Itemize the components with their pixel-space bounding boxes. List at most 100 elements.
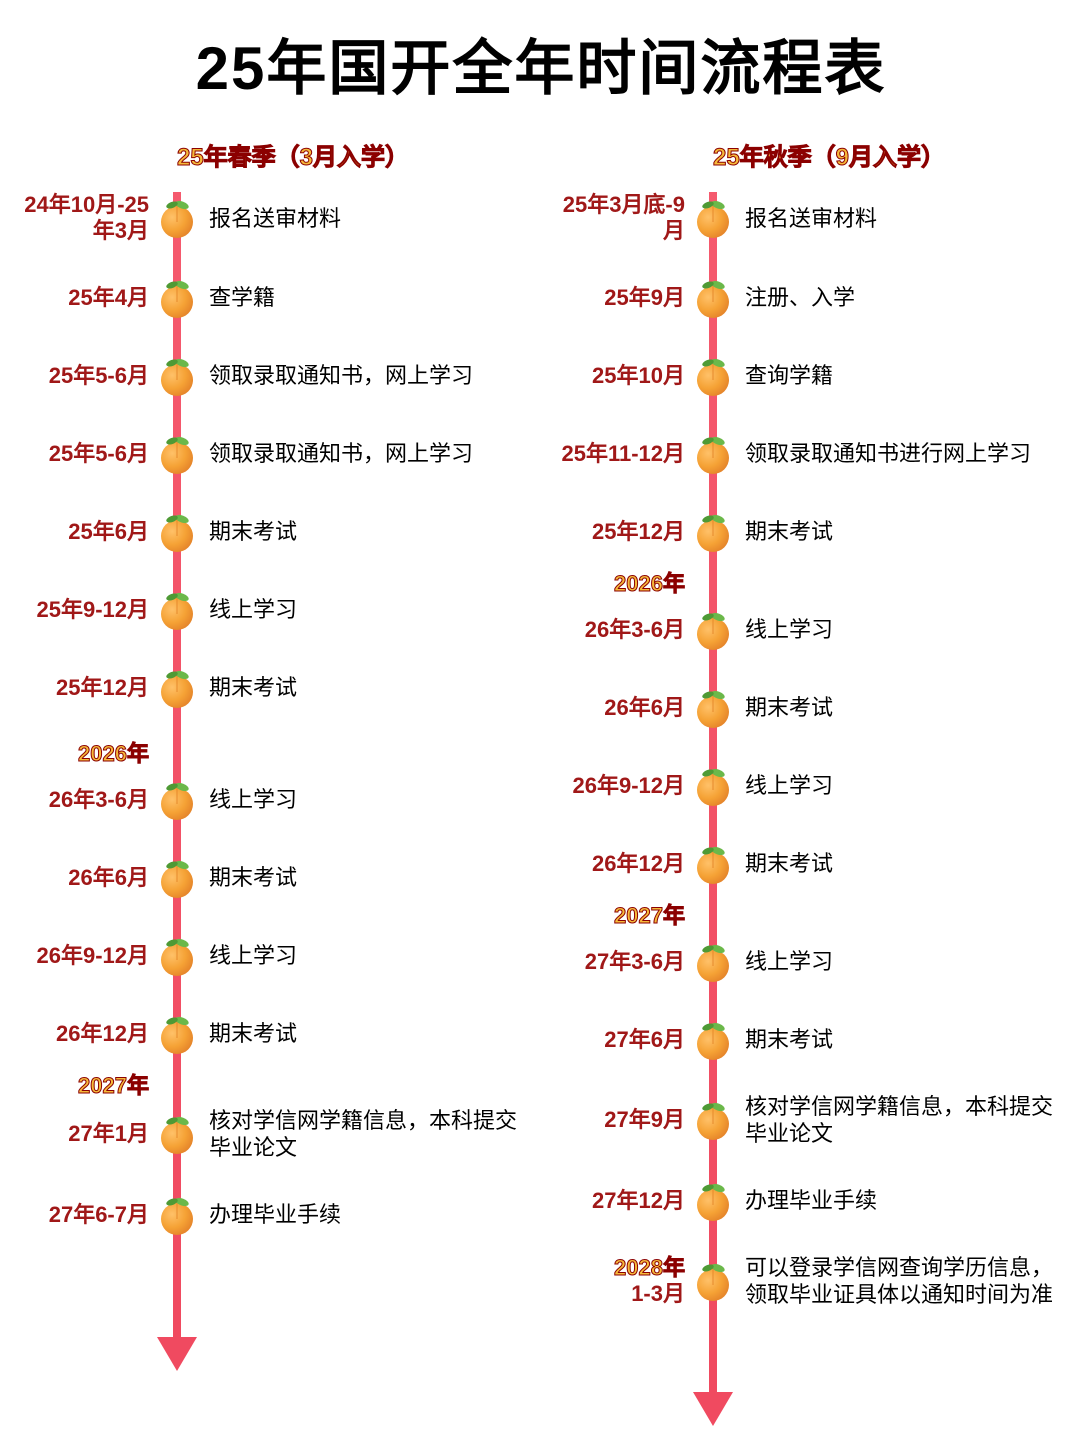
peach-icon: [691, 276, 735, 320]
peach-marker: [155, 856, 199, 900]
peach-icon: [691, 608, 735, 652]
peach-marker: [691, 196, 735, 240]
item-desc: 领取录取通知书进行网上学习: [735, 440, 1067, 468]
peach-icon: [155, 510, 199, 554]
year-divider: 2026年: [551, 565, 1067, 599]
item-desc: 线上学习: [735, 616, 1067, 644]
item-desc: 查询学籍: [735, 362, 1067, 390]
item-desc: 期末考试: [199, 518, 531, 546]
timeline-item: 25年9月 注册、入学: [551, 273, 1067, 323]
timeline-item: 25年5-6月 领取录取通知书，网上学习: [15, 351, 531, 401]
year-label: 2027年: [551, 898, 691, 930]
item-date: 25年5-6月: [15, 363, 155, 389]
timeline-item: 26年6月 期末考试: [551, 683, 1067, 733]
peach-icon: [155, 666, 199, 710]
left-subtitle: 25年春季（3月入学）: [55, 137, 531, 172]
item-desc: 领取录取通知书，网上学习: [199, 362, 531, 390]
year-label: 2026年: [15, 736, 155, 768]
peach-marker: [691, 1018, 735, 1062]
peach-marker: [155, 666, 199, 710]
peach-marker: [691, 510, 735, 554]
peach-icon: [691, 686, 735, 730]
peach-icon: [691, 940, 735, 984]
item-desc: 期末考试: [199, 1020, 531, 1048]
item-desc: 线上学习: [199, 942, 531, 970]
page-title: 25年国开全年时间流程表: [15, 20, 1067, 107]
peach-icon: [691, 1098, 735, 1142]
peach-marker: [691, 764, 735, 808]
item-desc: 线上学习: [199, 596, 531, 624]
peach-icon: [691, 510, 735, 554]
timeline-item: 27年1月 核对学信网学籍信息，本科提交毕业论文: [15, 1107, 531, 1162]
item-date: 24年10月-25年3月: [15, 192, 155, 245]
timeline-item: 2028年1-3月 可以登录学信网查询学历信息，领取毕业证具体以通知时间为准: [551, 1254, 1067, 1309]
peach-icon: [155, 196, 199, 240]
timeline-item: 25年10月 查询学籍: [551, 351, 1067, 401]
peach-icon: [155, 1112, 199, 1156]
item-date: 26年6月: [551, 695, 691, 721]
columns-container: 25年春季（3月入学） 24年10月-25年3月 报名送审材料 25年4月 查学籍…: [15, 137, 1067, 1337]
peach-marker: [155, 510, 199, 554]
peach-marker: [155, 276, 199, 320]
item-desc: 期末考试: [735, 1026, 1067, 1054]
peach-marker: [691, 432, 735, 476]
peach-marker: [155, 196, 199, 240]
item-desc: 报名送审材料: [199, 205, 531, 233]
timeline-item: 25年5-6月 领取录取通知书，网上学习: [15, 429, 531, 479]
year-label: 2026年: [551, 566, 691, 598]
peach-icon: [155, 778, 199, 822]
timeline-item: 25年12月 期末考试: [551, 507, 1067, 557]
peach-icon: [155, 354, 199, 398]
right-column: 25年秋季（9月入学） 25年3月底-9月 报名送审材料25年9月 注册、入学2…: [551, 137, 1067, 1337]
timeline-item: 26年3-6月 线上学习: [15, 775, 531, 825]
peach-marker: [155, 588, 199, 632]
peach-marker: [155, 1193, 199, 1237]
peach-marker: [155, 1112, 199, 1156]
peach-marker: [691, 354, 735, 398]
year-divider: 2027年: [15, 1067, 531, 1101]
item-date: 27年6月: [551, 1027, 691, 1053]
peach-marker: [691, 276, 735, 320]
peach-icon: [691, 432, 735, 476]
item-date: 25年12月: [551, 519, 691, 545]
timeline-item: 24年10月-25年3月 报名送审材料: [15, 192, 531, 245]
timeline-item: 27年12月 办理毕业手续: [551, 1176, 1067, 1226]
item-desc: 注册、入学: [735, 284, 1067, 312]
left-timeline: 24年10月-25年3月 报名送审材料 25年4月 查学籍 25年5-6月: [15, 192, 531, 1240]
peach-marker: [155, 354, 199, 398]
peach-icon: [691, 1259, 735, 1303]
item-desc: 线上学习: [199, 786, 531, 814]
peach-icon: [691, 1018, 735, 1062]
timeline-item: 27年9月 核对学信网学籍信息，本科提交毕业论文: [551, 1093, 1067, 1148]
peach-marker: [155, 432, 199, 476]
item-date: 26年12月: [551, 851, 691, 877]
peach-marker: [691, 940, 735, 984]
item-date: 25年4月: [15, 285, 155, 311]
item-desc: 办理毕业手续: [735, 1187, 1067, 1215]
item-date: 25年3月底-9月: [551, 192, 691, 245]
item-date: 25年9-12月: [15, 597, 155, 623]
item-date: 27年3-6月: [551, 949, 691, 975]
timeline-item: 25年11-12月 领取录取通知书进行网上学习: [551, 429, 1067, 479]
arrow-head: [693, 1392, 733, 1426]
left-column: 25年春季（3月入学） 24年10月-25年3月 报名送审材料 25年4月 查学籍…: [15, 137, 531, 1337]
timeline-item: 25年6月 期末考试: [15, 507, 531, 557]
peach-marker: [155, 1012, 199, 1056]
timeline-item: 27年6-7月 办理毕业手续: [15, 1190, 531, 1240]
item-date: 27年9月: [551, 1107, 691, 1133]
peach-marker: [691, 608, 735, 652]
peach-icon: [155, 588, 199, 632]
peach-icon: [691, 196, 735, 240]
item-date: 25年10月: [551, 363, 691, 389]
item-desc: 期末考试: [199, 864, 531, 892]
peach-icon: [155, 1193, 199, 1237]
peach-marker: [155, 778, 199, 822]
peach-icon: [691, 842, 735, 886]
item-desc: 查学籍: [199, 284, 531, 312]
peach-icon: [155, 276, 199, 320]
peach-icon: [155, 1012, 199, 1056]
timeline-item: 25年12月 期末考试: [15, 663, 531, 713]
year-divider: 2027年: [551, 897, 1067, 931]
item-date: 25年11-12月: [551, 441, 691, 467]
timeline-item: 26年9-12月 线上学习: [551, 761, 1067, 811]
